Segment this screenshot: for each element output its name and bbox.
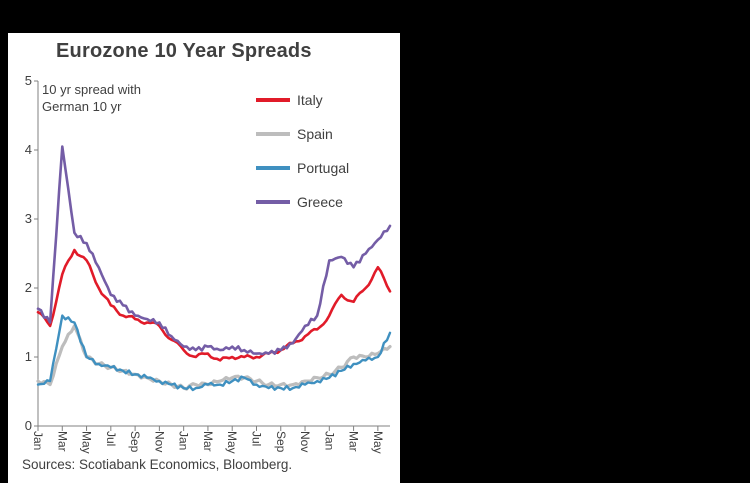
x-tick-label: Sep: [128, 431, 143, 453]
annotation-line-2: German 10 yr: [42, 99, 122, 114]
x-tick-label: May: [225, 431, 240, 454]
chart-title: Eurozone 10 Year Spreads: [56, 40, 312, 62]
x-tick-label: Jan: [322, 431, 337, 451]
x-tick-label: Mar: [200, 431, 215, 452]
chart-annotation: 10 yr spread with German 10 yr: [42, 81, 141, 115]
legend-swatch-icon: [256, 98, 290, 102]
legend-label: Italy: [297, 92, 323, 108]
plot-area: [34, 80, 392, 431]
x-tick-label: Nov: [298, 431, 313, 453]
chart-panel: Eurozone 10 Year Spreads 10 yr spread wi…: [8, 33, 400, 483]
y-tick-label: 0: [24, 418, 32, 433]
legend-item-greece: Greece: [256, 192, 349, 212]
legend-item-italy: Italy: [256, 90, 349, 110]
legend: Italy Spain Portugal Greece: [256, 90, 349, 226]
x-tick-label: Jan: [31, 431, 45, 451]
x-tick-label: Jul: [103, 431, 118, 447]
y-tick-label: 4: [24, 142, 32, 157]
legend-item-portugal: Portugal: [256, 158, 349, 178]
chart-canvas: [34, 80, 392, 431]
x-tick-label: Jan: [176, 431, 191, 451]
sources-text: Sources: Scotiabank Economics, Bloomberg…: [22, 457, 293, 472]
legend-swatch-icon: [256, 132, 290, 136]
x-tick-label: Nov: [152, 431, 167, 453]
x-tick-label: May: [370, 431, 385, 454]
y-tick-label: 2: [24, 280, 32, 295]
legend-label: Greece: [297, 194, 343, 210]
y-tick-label: 5: [24, 73, 32, 88]
legend-label: Spain: [297, 126, 333, 142]
legend-item-spain: Spain: [256, 124, 349, 144]
legend-swatch-icon: [256, 200, 290, 204]
legend-swatch-icon: [256, 166, 290, 170]
x-tick-label: Jul: [249, 431, 264, 447]
x-tick-label: Mar: [55, 431, 70, 452]
annotation-line-1: 10 yr spread with: [42, 82, 141, 97]
x-tick-label: Sep: [273, 431, 288, 453]
y-tick-label: 1: [24, 349, 32, 364]
x-tick-label: Mar: [346, 431, 361, 452]
x-tick-label: May: [79, 431, 94, 454]
legend-label: Portugal: [297, 160, 350, 176]
y-tick-label: 3: [24, 211, 32, 226]
